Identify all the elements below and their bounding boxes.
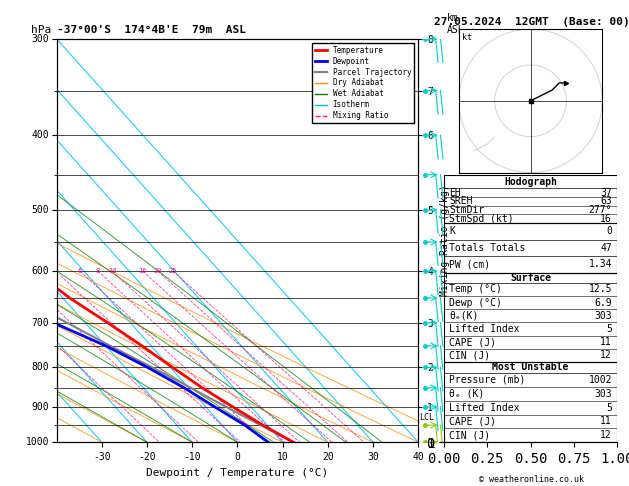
Text: 900: 900 xyxy=(31,402,50,412)
Text: 10: 10 xyxy=(108,268,116,274)
Text: 20: 20 xyxy=(153,268,162,274)
Text: 8: 8 xyxy=(96,268,100,274)
Text: 6.9: 6.9 xyxy=(594,297,612,308)
Text: CIN (J): CIN (J) xyxy=(449,350,491,361)
Text: CAPE (J): CAPE (J) xyxy=(449,417,496,426)
Text: 5: 5 xyxy=(606,324,612,334)
Y-axis label: Mixing Ratio (g/kg): Mixing Ratio (g/kg) xyxy=(440,185,450,296)
Text: Hodograph: Hodograph xyxy=(504,177,557,187)
Legend: Temperature, Dewpoint, Parcel Trajectory, Dry Adiabat, Wet Adiabat, Isotherm, Mi: Temperature, Dewpoint, Parcel Trajectory… xyxy=(312,43,415,123)
Text: Totals Totals: Totals Totals xyxy=(449,243,526,253)
Text: Most Unstable: Most Unstable xyxy=(493,363,569,372)
Text: SREH: SREH xyxy=(449,196,473,207)
Text: 6: 6 xyxy=(78,268,82,274)
Text: Lifted Index: Lifted Index xyxy=(449,324,520,334)
Text: 63: 63 xyxy=(600,196,612,207)
Text: Temp (°C): Temp (°C) xyxy=(449,284,502,295)
Text: StmSpd (kt): StmSpd (kt) xyxy=(449,214,514,224)
Text: 800: 800 xyxy=(31,363,50,372)
Text: 0: 0 xyxy=(606,226,612,236)
Text: K: K xyxy=(449,226,455,236)
Text: Pressure (mb): Pressure (mb) xyxy=(449,375,526,385)
Bar xyxy=(444,362,617,442)
Text: 277°: 277° xyxy=(588,205,612,215)
Text: hPa: hPa xyxy=(31,25,52,35)
Text: 25: 25 xyxy=(169,268,177,274)
Text: 303: 303 xyxy=(594,311,612,321)
Text: CAPE (J): CAPE (J) xyxy=(449,337,496,347)
Text: 47: 47 xyxy=(600,243,612,253)
Text: 27.05.2024  12GMT  (Base: 00): 27.05.2024 12GMT (Base: 00) xyxy=(433,17,629,27)
Text: CIN (J): CIN (J) xyxy=(449,430,491,440)
Text: Lifted Index: Lifted Index xyxy=(449,402,520,413)
Text: 16: 16 xyxy=(600,214,612,224)
Text: θₑ (K): θₑ (K) xyxy=(449,389,484,399)
Bar xyxy=(444,273,617,362)
X-axis label: Dewpoint / Temperature (°C): Dewpoint / Temperature (°C) xyxy=(147,468,328,478)
Text: 1002: 1002 xyxy=(588,375,612,385)
Text: -37°00'S  174°4B'E  79m  ASL: -37°00'S 174°4B'E 79m ASL xyxy=(57,25,245,35)
Text: PW (cm): PW (cm) xyxy=(449,260,491,269)
Text: 1000: 1000 xyxy=(26,437,50,447)
Text: 1.34: 1.34 xyxy=(588,260,612,269)
Text: 5: 5 xyxy=(606,402,612,413)
Text: Surface: Surface xyxy=(510,273,551,283)
Text: 11: 11 xyxy=(600,417,612,426)
Text: 12: 12 xyxy=(600,350,612,361)
Bar xyxy=(444,223,617,273)
Text: 600: 600 xyxy=(31,266,50,276)
Text: 37: 37 xyxy=(600,188,612,198)
Text: θₑ(K): θₑ(K) xyxy=(449,311,479,321)
Text: 700: 700 xyxy=(31,318,50,328)
Text: 500: 500 xyxy=(31,205,50,215)
Text: 400: 400 xyxy=(31,130,50,140)
Text: 11: 11 xyxy=(600,337,612,347)
Text: 300: 300 xyxy=(31,34,50,44)
Text: StmDir: StmDir xyxy=(449,205,484,215)
Text: km
ASL: km ASL xyxy=(447,13,465,35)
Text: Dewp (°C): Dewp (°C) xyxy=(449,297,502,308)
Text: 12: 12 xyxy=(600,430,612,440)
Bar xyxy=(444,175,617,223)
Text: 12.5: 12.5 xyxy=(588,284,612,295)
Text: kt: kt xyxy=(462,33,472,42)
Text: © weatheronline.co.uk: © weatheronline.co.uk xyxy=(479,474,584,484)
Text: LCL: LCL xyxy=(419,414,434,422)
Text: EH: EH xyxy=(449,188,461,198)
Text: 16: 16 xyxy=(138,268,147,274)
Text: 303: 303 xyxy=(594,389,612,399)
